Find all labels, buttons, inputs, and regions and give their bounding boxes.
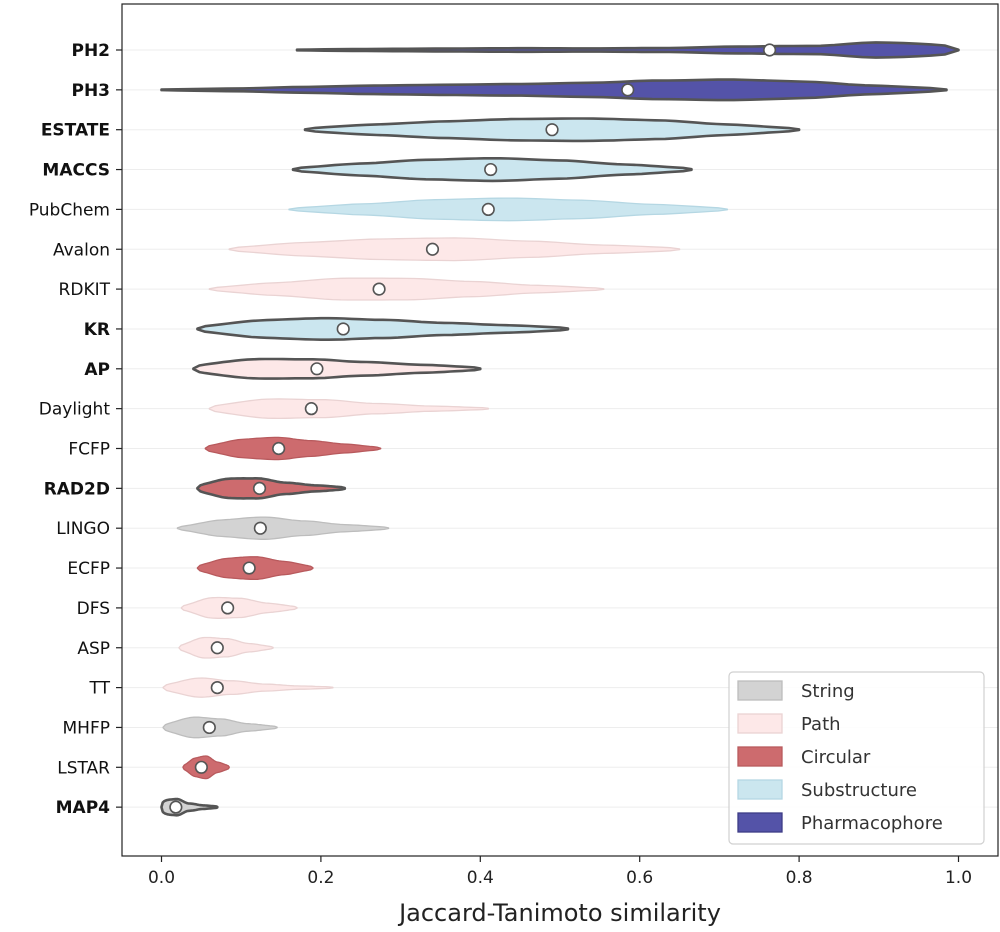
legend-label-string: String [801,681,855,702]
violin-asp [178,636,274,659]
x-tick-label: 0.0 [148,868,175,888]
median-marker-kr [336,322,350,336]
legend-swatch-string [737,680,783,701]
legend-swatch-pharmacophore [737,812,783,833]
legend-swatch-circular [737,746,783,767]
y-tick-label-kr: KR [84,320,110,340]
x-tick-label: 1.0 [945,868,972,888]
median-marker-ph3 [621,83,635,97]
violin-avalon [228,237,681,262]
medians [169,43,777,814]
median-marker-ecfp [242,561,256,575]
median-marker-lstar [194,760,208,774]
median-marker-ap [310,362,324,376]
legend-swatch-path [737,713,783,734]
y-tick-label-lstar: LSTAR [57,758,110,778]
median-marker-fcfp [272,441,286,456]
y-tick-label-ap: AP [84,360,110,380]
violin-daylight [208,398,489,420]
violin-tt [162,677,334,698]
median-marker-pubchem [481,202,495,216]
median-marker-rad2d [252,481,267,495]
y-axis-ticks: PH2 PH3 ESTATE MACCS PubChem Avalon RDKIT KR AP D… [29,41,122,818]
x-axis-title: Jaccard-Tanimoto similarity [397,899,721,927]
legend-box [728,671,985,845]
median-marker-estate [545,123,559,137]
violin-pubchem [288,197,729,222]
legend-label-substructure: Substructure [801,780,917,801]
median-marker-maccs [484,162,498,177]
median-marker-asp [210,641,224,655]
median-marker-ph2 [763,43,777,57]
y-tick-label-tt: TT [89,679,111,699]
legend-label-pharmacophore: Pharmacophore [801,813,943,834]
x-tick-label: 0.2 [307,868,334,888]
violin-rdkit [208,277,605,301]
y-tick-label-rdkit: RDKIT [59,280,111,300]
violin-fcfp [204,436,382,461]
y-tick-label-map4: MAP4 [56,798,111,818]
legend: String Path Circular Substructure Pharmacoph… [728,671,985,845]
y-tick-label-mhfp: MHFP [63,718,110,738]
violin-dfs [180,596,298,619]
y-tick-label-fcfp: FCFP [68,440,110,460]
legend-label-circular: Circular [801,747,871,768]
y-tick-label-pubchem: PubChem [29,200,110,220]
x-tick-label: 0.4 [467,868,494,888]
plot-frame [121,3,999,857]
median-marker-tt [210,680,224,695]
violin-kr [196,316,570,341]
y-tick-label-ecfp: ECFP [67,559,110,579]
median-marker-daylight [304,402,318,416]
violin-ph2 [295,41,960,59]
violin-lingo [176,516,390,540]
violin-rad2d [196,477,347,500]
y-tick-label-ph2: PH2 [71,41,110,61]
median-marker-avalon [425,242,440,256]
y-tick-label-ph3: PH3 [71,81,110,101]
y-tick-label-estate: ESTATE [41,121,110,141]
violin-ap [192,357,482,380]
y-tick-label-asp: ASP [77,639,110,659]
y-tick-label-daylight: Daylight [39,400,111,420]
violin-ph3 [160,78,948,102]
legend-swatch-substructure [737,779,783,800]
x-tick-label: 0.6 [626,868,653,888]
x-axis-ticks: 0.0 0.2 0.4 0.6 0.8 1.0 [148,856,972,888]
median-marker-dfs [221,601,235,615]
median-marker-lingo [253,521,267,535]
y-tick-label-lingo: LINGO [56,519,110,539]
legend-label-path: Path [801,714,841,735]
y-tick-label-avalon: Avalon [53,240,110,260]
y-tick-label-maccs: MACCS [42,161,110,181]
y-tick-label-rad2d: RAD2D [44,479,110,499]
median-marker-mhfp [202,720,216,735]
y-tick-label-dfs: DFS [77,599,110,619]
x-tick-label: 0.8 [786,868,813,888]
median-marker-map4 [169,800,183,814]
median-marker-rdkit [372,282,386,296]
violin-mhfp [162,716,278,739]
